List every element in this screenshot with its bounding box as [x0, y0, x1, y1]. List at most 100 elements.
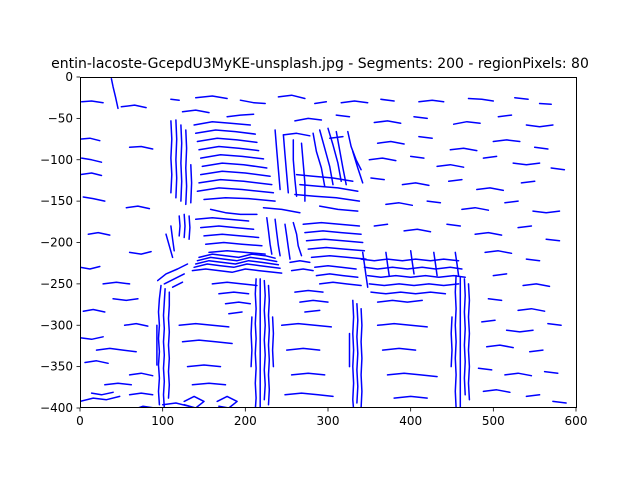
- contour-line-146: [315, 273, 359, 279]
- contour-line-93: [198, 145, 260, 152]
- y-tick-label: −300: [40, 318, 73, 332]
- contour-line-9: [80, 336, 104, 341]
- contour-line-87: [180, 124, 183, 202]
- contour-line-192: [284, 392, 334, 398]
- contour-layer: [80, 77, 567, 408]
- contour-line-64: [446, 223, 462, 227]
- contour-line-166: [157, 284, 162, 406]
- contour-line-165: [304, 309, 321, 313]
- contour-line-167: [162, 288, 166, 408]
- contour-line-148: [360, 258, 460, 262]
- contour-line-164: [299, 299, 329, 303]
- y-tick-label: −200: [40, 236, 73, 250]
- contour-line-69: [525, 258, 541, 262]
- contour-line-29: [538, 102, 552, 106]
- contour-line-131: [304, 230, 362, 235]
- contour-line-27: [467, 97, 495, 102]
- contour-line-129: [292, 221, 303, 257]
- contour-line-19: [170, 98, 180, 101]
- contour-line-68: [484, 250, 513, 255]
- contour-line-38: [525, 124, 554, 128]
- contour-line-12: [120, 104, 147, 109]
- contour-line-168: [167, 291, 171, 399]
- contour-line-145: [314, 264, 357, 270]
- contour-line-43: [449, 147, 478, 152]
- contour-line-102: [292, 139, 298, 197]
- contour-line-4: [80, 172, 103, 177]
- contour-line-147: [318, 281, 362, 287]
- contour-line-135: [198, 253, 276, 259]
- y-tick-label: −400: [40, 401, 73, 415]
- contour-line-39: [282, 132, 311, 137]
- contour-line-109: [352, 150, 364, 184]
- contour-line-203: [183, 395, 205, 408]
- contour-line-130: [302, 221, 361, 227]
- x-tick-label: 100: [151, 414, 174, 428]
- contour-line-47: [409, 155, 425, 159]
- contour-line-77: [485, 344, 514, 349]
- contour-line-105: [318, 129, 334, 186]
- contour-line-126: [266, 216, 273, 255]
- contour-line-95: [201, 162, 268, 169]
- contour-line-174: [250, 316, 253, 368]
- contour-line-11: [80, 395, 121, 403]
- contour-line-123: [203, 233, 260, 239]
- y-tick-label: −350: [40, 360, 73, 374]
- contour-line-189: [280, 322, 333, 328]
- contour-line-55: [476, 187, 505, 192]
- contour-line-86: [175, 119, 178, 199]
- contour-line-163: [294, 289, 324, 293]
- contour-line-156: [409, 250, 415, 275]
- contour-line-73: [517, 307, 546, 312]
- contour-line-113: [209, 208, 258, 216]
- contour-line-35: [413, 115, 428, 120]
- contour-line-14: [125, 205, 151, 210]
- contour-line-144: [290, 268, 314, 272]
- contour-line-159: [211, 281, 258, 287]
- contour-line-141: [163, 273, 185, 285]
- contour-line-101: [282, 134, 290, 194]
- contour-line-172: [263, 279, 266, 401]
- contour-line-45: [533, 146, 549, 150]
- x-tick-label: 200: [234, 414, 257, 428]
- contour-line-106: [327, 127, 342, 183]
- x-axis: 0 100 200 300 400 500 600: [76, 408, 587, 428]
- contour-line-98: [196, 187, 275, 194]
- contour-line-66: [517, 225, 533, 229]
- chart-title: entin-lacoste-GcepdU3MyKE-unsplash.jpg -…: [51, 56, 589, 72]
- y-tick-label: −250: [40, 277, 73, 291]
- contour-line-153: [376, 299, 423, 303]
- contour-line-124: [204, 241, 263, 247]
- contour-line-7: [80, 265, 101, 270]
- contour-line-161: [224, 301, 252, 305]
- contour-line-202: [128, 392, 154, 396]
- contour-line-132: [305, 238, 364, 244]
- contour-line-133: [307, 246, 366, 252]
- contour-line-125: [208, 250, 266, 255]
- x-tick-label: 500: [482, 414, 505, 428]
- contour-line-107: [335, 130, 347, 186]
- contour-line-151: [368, 283, 460, 287]
- contour-line-16: [123, 322, 149, 327]
- contour-line-103: [300, 142, 306, 202]
- contour-line-158: [454, 251, 460, 277]
- contour-line-175: [271, 316, 275, 368]
- contour-line-59: [461, 206, 490, 211]
- contour-line-6: [87, 231, 111, 236]
- contour-line-74: [481, 319, 496, 323]
- contour-line-85: [170, 120, 173, 194]
- contour-line-143: [289, 259, 311, 264]
- contour-line-53: [401, 182, 430, 187]
- contour-line-157: [433, 251, 438, 277]
- contour-line-58: [426, 200, 442, 204]
- contour-line-8: [82, 308, 106, 313]
- contour-line-134: [310, 254, 367, 260]
- contour-line-80: [504, 372, 533, 377]
- contour-line-118: [188, 215, 191, 240]
- contour-line-201: [90, 391, 114, 396]
- contour-line-187: [186, 364, 222, 368]
- contour-line-150: [366, 274, 466, 279]
- contour-line-197: [102, 281, 131, 285]
- contour-line-81: [543, 370, 559, 374]
